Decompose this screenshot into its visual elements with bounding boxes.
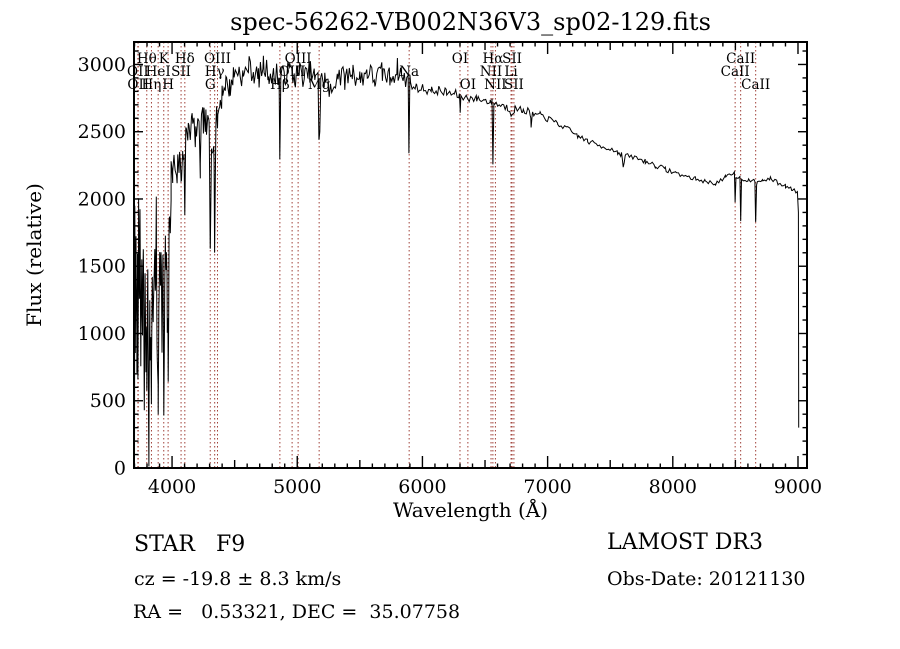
spectral-line-label: Li xyxy=(504,64,518,80)
plot-frame xyxy=(133,41,808,469)
plot-title: spec-56262-VB002N36V3_sp02-129.fits xyxy=(230,8,711,36)
spectral-line-label: Hα xyxy=(482,51,503,67)
spectral-line-label: OII xyxy=(127,64,149,80)
spectral-line-label: CaII xyxy=(741,77,770,93)
y-tick-label: 2500 xyxy=(78,121,126,143)
x-tick-label: 6000 xyxy=(398,476,446,498)
spectral-line-label: OI xyxy=(452,51,468,67)
y-tick-label: 1500 xyxy=(78,256,126,278)
spectral-line-label: OIII xyxy=(285,51,312,67)
survey-release-label: LAMOST DR3 xyxy=(607,530,763,555)
x-tick-label: 5000 xyxy=(273,476,321,498)
spectral-line-label: SII xyxy=(502,51,522,67)
y-tick-label: 2000 xyxy=(78,188,126,210)
x-axis-label: Wavelength (Å) xyxy=(392,498,549,522)
spectral-line-label: NII xyxy=(480,64,502,80)
spectral-line-label: NII xyxy=(484,77,506,93)
spectrum-trace xyxy=(134,55,800,467)
observation-date: Obs-Date: 20121130 xyxy=(607,568,806,590)
y-tick-label: 500 xyxy=(90,390,126,412)
object-classification: STAR F9 xyxy=(134,532,246,557)
spectral-line-label: OI xyxy=(460,77,476,93)
spectral-line-label: Hδ xyxy=(175,51,195,67)
y-axis-label: Flux (relative) xyxy=(22,183,46,327)
radial-velocity-value: cz = -19.8 ± 8.3 km/s xyxy=(134,568,342,590)
spectral-line-label: Hη xyxy=(142,77,162,93)
spectral-line-label: HeI xyxy=(146,64,171,80)
spectral-line-label: Hθ xyxy=(137,51,157,67)
ra-dec-coordinates: RA = 0.53321, DEC = 35.07758 xyxy=(133,601,461,623)
y-tick-label: 0 xyxy=(114,458,126,480)
spectral-line-label: Hγ xyxy=(205,64,225,80)
spectral-line-label: CaII xyxy=(721,64,750,80)
spectral-line-label: SII xyxy=(171,64,191,80)
x-tick-label: 9000 xyxy=(774,476,822,498)
x-tick-label: 4000 xyxy=(148,476,196,498)
spectral-line-label: CaII xyxy=(726,51,755,67)
spectral-line-label: K xyxy=(159,51,170,67)
x-tick-label: 8000 xyxy=(649,476,697,498)
y-tick-label: 1000 xyxy=(78,323,126,345)
y-tick-label: 3000 xyxy=(78,54,126,76)
spectral-line-label: H xyxy=(162,77,174,93)
spectral-line-label: OIII xyxy=(204,51,231,67)
spectral-line-label: G xyxy=(205,77,216,93)
x-tick-label: 7000 xyxy=(523,476,571,498)
spectral-line-label: OII xyxy=(127,77,149,93)
spectral-line-label: SII xyxy=(504,77,524,93)
